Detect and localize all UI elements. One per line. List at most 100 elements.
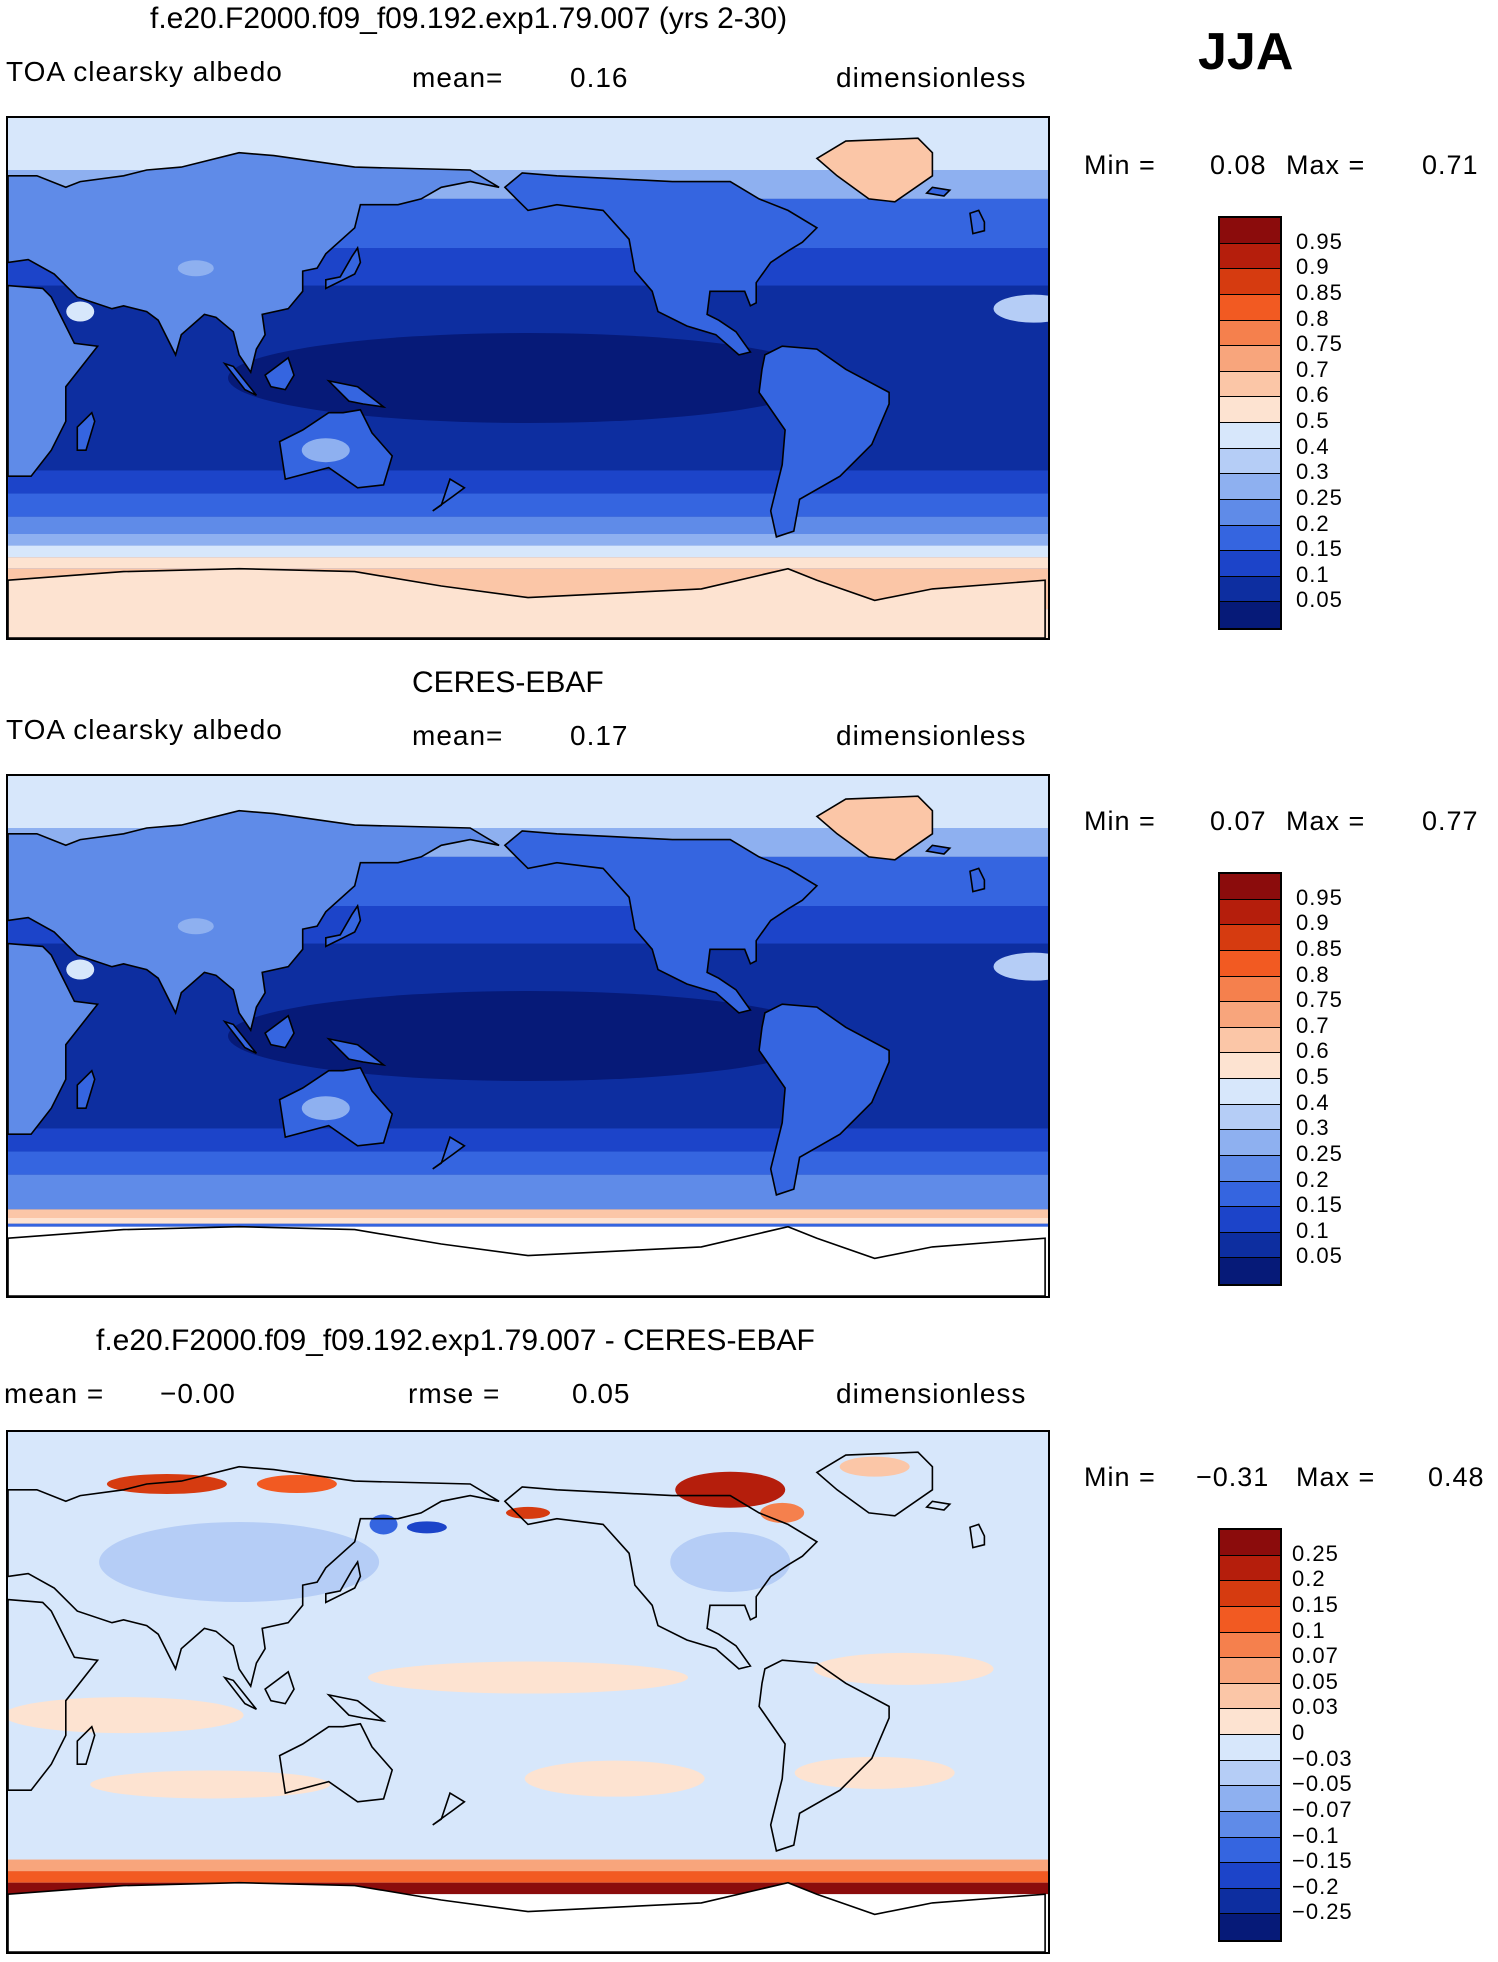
- colorbar-tick-label: 0.05: [1296, 1243, 1343, 1269]
- australia-bright: [301, 1096, 350, 1121]
- colorbar-tick-label: 0.3: [1296, 1115, 1330, 1141]
- panel-2-mean-value: 0.17: [570, 720, 629, 751]
- panel-2-min-label: Min =: [1084, 806, 1156, 836]
- colorbar-segment: [1220, 1555, 1280, 1582]
- panel-3-title: f.e20.F2000.f09_f09.192.exp1.79.007 - CE…: [96, 1324, 815, 1357]
- coastline-sumatra: [222, 1020, 258, 1055]
- coastline-madagascar: [76, 1069, 96, 1109]
- panel-3-max-value: 0.48: [1428, 1462, 1485, 1492]
- colorbar-tick-label: 0.9: [1296, 254, 1330, 280]
- colorbar-segment: [1220, 397, 1280, 423]
- panel-1-min-value: 0.08: [1210, 150, 1267, 180]
- coastline-africa: [8, 1598, 100, 1791]
- colorbar-segment: [1220, 1181, 1280, 1208]
- field-anomaly: [368, 1661, 688, 1694]
- panel-2-units: dimensionless: [836, 720, 1027, 751]
- coastline-borneo: [264, 1014, 295, 1049]
- colorbar-segment: [1220, 525, 1280, 552]
- colorbar-segment: [1220, 1530, 1280, 1556]
- colorbar-segment: [1220, 218, 1280, 244]
- colorbar-segment: [1220, 1632, 1280, 1659]
- coastline-madagascar: [76, 411, 96, 451]
- field-anomaly: [670, 1532, 791, 1592]
- taklamakan-bright: [177, 260, 214, 277]
- colorbar-segment: [1220, 950, 1280, 977]
- coastline-namerica: [503, 172, 819, 356]
- panel-1-units: dimensionless: [836, 62, 1027, 93]
- field-anomaly: [794, 1756, 955, 1789]
- colorbar-tick-label: 0.25: [1296, 1140, 1343, 1166]
- panel-1-max-label: Max =: [1286, 150, 1366, 180]
- colorbar-segment: [1220, 1606, 1280, 1633]
- colorbar-tick-label: −0.07: [1292, 1796, 1353, 1822]
- panel-2-mean-label: mean=: [412, 720, 504, 751]
- panel-2-colorbar: [1218, 872, 1282, 1286]
- colorbar-tick-label: 0.2: [1296, 1166, 1330, 1192]
- coastline-samerica: [758, 1003, 890, 1196]
- colorbar-tick-label: −0.1: [1292, 1822, 1340, 1848]
- colorbar-segment: [1220, 899, 1280, 926]
- coastline-nz: [432, 1135, 466, 1170]
- field-anomaly: [106, 1474, 227, 1494]
- colorbar-segment: [1220, 1888, 1280, 1915]
- panel-3-rmse-label: rmse =: [408, 1378, 501, 1409]
- colorbar-tick-label: 0.1: [1296, 561, 1330, 587]
- colorbar-tick-label: 0.15: [1296, 536, 1343, 562]
- coastline-uk: [969, 1523, 986, 1549]
- colorbar-tick-label: 0.75: [1296, 987, 1343, 1013]
- season-label: JJA: [1198, 23, 1294, 81]
- colorbar-segment: [1220, 474, 1280, 500]
- colorbar-tick-label: 0.7: [1296, 1012, 1330, 1038]
- field-anomaly: [760, 1502, 805, 1523]
- colorbar-segment: [1220, 1709, 1280, 1735]
- colorbar-tick-label: 0.95: [1296, 884, 1343, 910]
- colorbar-segment: [1220, 1155, 1280, 1182]
- panel-1-colorbar: [1218, 216, 1282, 630]
- colorbar-tick-label: 0.85: [1296, 935, 1343, 961]
- coastline-newguinea: [326, 1037, 387, 1067]
- panel-3-map: [6, 1430, 1050, 1954]
- coastline-australia: [278, 1722, 394, 1803]
- colorbar-tick-label: 0.85: [1296, 279, 1343, 305]
- colorbar-segment: [1220, 243, 1280, 270]
- arabia-bright: [66, 301, 95, 322]
- coastline-sumatra: [222, 362, 258, 397]
- colorbar-tick-label: 0.7: [1296, 356, 1330, 382]
- australia-bright: [301, 438, 350, 463]
- colorbar-tick-label: 0.03: [1292, 1694, 1339, 1720]
- coastline-antarctica: [8, 1881, 1046, 1952]
- field-anomaly: [839, 1456, 910, 1477]
- coastline-namerica: [503, 830, 819, 1014]
- coastline-namerica: [503, 1486, 819, 1670]
- panel-2-max-label: Max =: [1286, 806, 1366, 836]
- panel-2-min-value: 0.07: [1210, 806, 1267, 836]
- colorbar-tick-label: 0.07: [1292, 1643, 1339, 1669]
- colorbar-segment: [1220, 294, 1280, 321]
- colorbar-segment: [1220, 346, 1280, 372]
- colorbar-tick-label: 0.6: [1296, 382, 1330, 408]
- coastline-japan: [325, 245, 362, 290]
- colorbar-segment: [1220, 1863, 1280, 1889]
- coastline-samerica: [758, 1659, 890, 1852]
- colorbar-tick-label: 0.15: [1296, 1192, 1343, 1218]
- coastline-samerica: [758, 345, 890, 538]
- colorbar-tick-label: 0.6: [1296, 1038, 1330, 1064]
- colorbar-tick-label: 0.2: [1292, 1566, 1326, 1592]
- coastline-africa: [8, 942, 100, 1135]
- colorbar-segment: [1220, 423, 1280, 449]
- field-anomaly: [8, 1697, 244, 1734]
- sahara-bright: [993, 952, 1048, 981]
- colorbar-segment: [1220, 1130, 1280, 1156]
- colorbar-tick-label: 0.2: [1296, 510, 1330, 536]
- colorbar-segment: [1220, 1683, 1280, 1710]
- coastline-eurasia: [8, 809, 500, 1033]
- coastline-uk: [969, 867, 986, 893]
- field-anomaly: [256, 1475, 337, 1493]
- colorbar-tick-label: −0.25: [1292, 1899, 1353, 1925]
- field-anomaly: [228, 333, 828, 423]
- colorbar-tick-label: −0.05: [1292, 1771, 1353, 1797]
- coastline-greenland: [815, 795, 934, 861]
- coastline-iceland: [925, 1500, 952, 1511]
- panel-1-mean-label: mean=: [412, 62, 504, 93]
- panel-2-max-value: 0.77: [1422, 806, 1479, 836]
